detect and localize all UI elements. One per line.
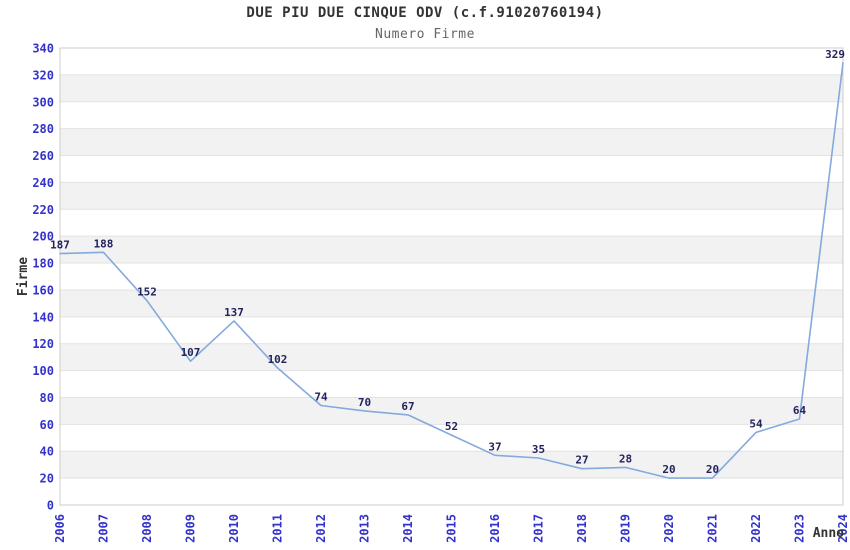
y-tick-label: 260	[32, 149, 54, 163]
y-tick-label: 120	[32, 337, 54, 351]
x-tick-label: 2016	[488, 514, 502, 543]
plot-band	[60, 101, 843, 129]
plot-band	[60, 451, 843, 479]
data-label: 107	[181, 346, 201, 359]
x-tick-label: 2017	[532, 514, 546, 543]
plot-band	[60, 343, 843, 371]
series-line	[59, 61, 844, 479]
plot-band	[60, 209, 843, 237]
y-tick-label: 340	[32, 42, 54, 56]
x-tick-label: 2022	[749, 514, 763, 543]
x-tick-label: 2007	[97, 514, 111, 543]
x-axis-tick-labels: 2006 2007 2008 2009 2010 2011 2012 2013 2014 2015…	[53, 514, 850, 543]
data-label: 27	[575, 454, 588, 467]
x-tick-label: 2009	[184, 514, 198, 543]
x-axis-title: Anno	[813, 526, 844, 541]
plot-band	[60, 478, 843, 505]
x-tick-label: 2014	[401, 514, 415, 543]
y-tick-label: 80	[40, 391, 54, 405]
y-tick-label: 220	[32, 203, 54, 217]
x-tick-label: 2012	[314, 514, 328, 543]
data-label: 102	[268, 353, 288, 366]
data-label: 329	[825, 48, 845, 61]
x-tick-label: 2013	[358, 514, 372, 543]
x-tick-label: 2019	[619, 514, 633, 543]
y-tick-label: 300	[32, 95, 54, 109]
x-tick-label: 2008	[140, 514, 154, 543]
data-label: 37	[488, 440, 501, 453]
y-axis-tick-labels: 0 20 40 60 80 100 120 140 160 180 200 220 240 260 280 3…	[32, 42, 54, 513]
plot-band	[60, 370, 843, 398]
chart-title: DUE PIU DUE CINQUE ODV (c.f.91020760194)	[246, 5, 604, 21]
data-point-labels: 187 188 152 107 137 102 74 70 67 52 37 35 27 28 20 20 54…	[50, 48, 845, 476]
y-tick-label: 140	[32, 310, 54, 324]
plot-band	[60, 182, 843, 210]
plot-bands	[60, 48, 843, 505]
plot-band	[60, 48, 843, 75]
x-tick-label: 2024	[836, 514, 850, 543]
plot-band	[60, 263, 843, 290]
data-label: 64	[793, 404, 807, 417]
data-label: 188	[94, 237, 114, 250]
x-tick-label: 2015	[445, 514, 459, 543]
plot-band	[60, 289, 843, 317]
plot-border	[59, 47, 844, 506]
data-label: 70	[358, 396, 371, 409]
x-tick-label: 2018	[575, 514, 589, 543]
plot-band	[60, 316, 843, 344]
data-label: 67	[401, 400, 414, 413]
x-tick-label: 2011	[271, 514, 285, 543]
data-label: 28	[619, 452, 632, 465]
y-tick-label: 280	[32, 122, 54, 136]
data-label: 20	[662, 463, 675, 476]
plot-band	[60, 397, 843, 425]
plot-band	[60, 128, 843, 156]
data-label: 152	[137, 286, 157, 299]
x-tick-label: 2010	[227, 514, 241, 543]
y-tick-label: 100	[32, 364, 54, 378]
x-tick-label: 2021	[706, 514, 720, 543]
y-tick-label: 40	[40, 445, 54, 459]
data-label: 74	[314, 391, 328, 404]
plot-band	[60, 236, 843, 264]
data-label: 187	[50, 239, 70, 252]
y-tick-label: 240	[32, 176, 54, 190]
y-tick-label: 160	[32, 283, 54, 297]
x-tick-label: 2006	[53, 514, 67, 543]
plot-band	[60, 155, 843, 183]
y-tick-label: 180	[32, 257, 54, 271]
plot-band	[60, 74, 843, 102]
data-label: 54	[749, 417, 763, 430]
data-label: 20	[706, 463, 719, 476]
y-tick-label: 320	[32, 68, 54, 82]
chart-subtitle: Numero Firme	[375, 27, 475, 42]
x-tick-label: 2020	[662, 514, 676, 543]
y-axis-title: Firme	[16, 257, 31, 296]
x-tick-label: 2023	[793, 514, 807, 543]
series-line-layer	[59, 61, 844, 479]
y-tick-label: 20	[40, 472, 54, 486]
data-label: 137	[224, 306, 244, 319]
data-label: 52	[445, 420, 458, 433]
plot-band	[60, 424, 843, 452]
gridlines	[59, 47, 844, 506]
y-tick-label: 200	[32, 230, 54, 244]
y-tick-label: 0	[47, 499, 54, 513]
y-tick-label: 60	[40, 418, 54, 432]
data-label: 35	[532, 443, 545, 456]
